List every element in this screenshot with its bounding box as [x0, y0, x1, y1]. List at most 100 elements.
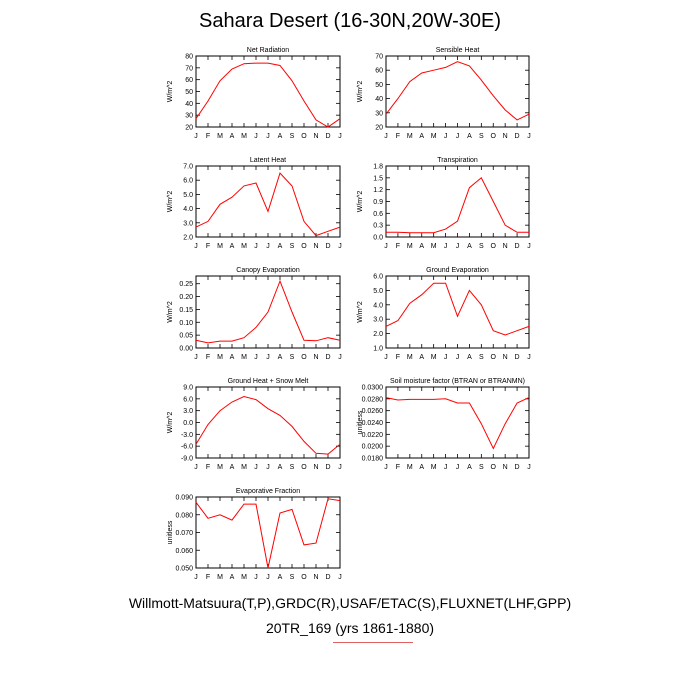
x-tick-label: J: [456, 243, 460, 250]
x-tick-label: J: [266, 354, 270, 361]
panel-title: Latent Heat: [250, 157, 286, 164]
x-tick-label: F: [206, 574, 210, 581]
x-tick-label: J: [456, 464, 460, 471]
x-tick-label: M: [217, 574, 223, 581]
x-tick-label: A: [419, 354, 424, 361]
y-tick-label: 6.0: [183, 178, 193, 185]
x-tick-label: D: [325, 133, 330, 140]
x-tick-label: M: [241, 464, 247, 471]
x-tick-label: J: [194, 464, 198, 471]
y-tick-label: 5.0: [373, 288, 383, 295]
x-tick-label: N: [313, 574, 318, 581]
x-tick-label: F: [396, 243, 400, 250]
x-tick-label: N: [503, 464, 508, 471]
y-tick-label: 0.10: [179, 320, 193, 327]
y-axis-label: W/m^2: [357, 81, 364, 103]
series-line: [385, 61, 530, 121]
x-tick-label: A: [278, 133, 283, 140]
x-tick-label: J: [384, 354, 388, 361]
x-tick-label: F: [206, 243, 210, 250]
x-tick-label: O: [491, 243, 497, 250]
x-tick-label: D: [515, 243, 520, 250]
y-tick-label: 20: [375, 125, 383, 132]
x-tick-label: S: [479, 464, 484, 471]
panel-title: Ground Evaporation: [426, 267, 489, 274]
x-tick-label: J: [444, 243, 448, 250]
y-tick-label: 0.15: [179, 307, 193, 314]
x-tick-label: M: [431, 133, 437, 140]
x-tick-label: J: [254, 354, 258, 361]
x-tick-label: A: [230, 133, 235, 140]
y-tick-label: 1.8: [373, 164, 383, 171]
series-line: [195, 395, 341, 455]
x-tick-label: J: [338, 354, 342, 361]
x-tick-label: O: [301, 354, 307, 361]
x-tick-label: O: [301, 133, 307, 140]
x-tick-label: M: [241, 133, 247, 140]
x-tick-label: J: [338, 574, 342, 581]
x-tick-label: S: [479, 243, 484, 250]
x-tick-label: J: [266, 133, 270, 140]
x-tick-label: M: [241, 243, 247, 250]
x-tick-label: J: [456, 133, 460, 140]
series-line: [195, 62, 341, 128]
x-tick-label: N: [313, 464, 318, 471]
y-tick-label: 2.0: [373, 331, 383, 338]
page-title: Sahara Desert (16-30N,20W-30E): [199, 10, 501, 32]
y-tick-label: 2.0: [183, 235, 193, 242]
y-axis-label: unitless: [167, 520, 174, 544]
y-tick-label: 0.0180: [362, 456, 384, 463]
x-tick-label: J: [384, 133, 388, 140]
x-tick-label: J: [266, 464, 270, 471]
y-tick-label: 1.5: [373, 175, 383, 182]
y-tick-label: 0.090: [175, 495, 193, 502]
panel-title: Net Radiation: [247, 47, 290, 54]
series-line: [385, 397, 530, 450]
x-tick-label: J: [527, 464, 531, 471]
y-tick-label: 0.0240: [362, 420, 384, 427]
plot-frame: [385, 55, 530, 128]
x-tick-label: J: [254, 574, 258, 581]
y-tick-label: 0.0280: [362, 396, 384, 403]
x-tick-label: J: [527, 243, 531, 250]
x-tick-label: D: [325, 354, 330, 361]
x-tick-label: N: [313, 354, 318, 361]
x-tick-label: J: [254, 133, 258, 140]
y-tick-label: 80: [185, 54, 193, 61]
y-tick-label: 0.3: [373, 223, 383, 230]
x-tick-label: J: [384, 464, 388, 471]
x-tick-label: J: [444, 354, 448, 361]
y-tick-label: 60: [375, 68, 383, 75]
x-tick-label: A: [230, 574, 235, 581]
x-tick-label: M: [217, 133, 223, 140]
plot-frame: [195, 165, 341, 238]
y-tick-label: 3.0: [183, 408, 193, 415]
y-tick-label: 5.0: [183, 192, 193, 199]
x-tick-label: J: [444, 133, 448, 140]
chart-panel-7: Ground Heat + Snow Melt W/m^2 -9.0 -6.0 -3.0…: [167, 378, 342, 471]
y-tick-label: 1.2: [373, 187, 383, 194]
y-tick-label: 0.20: [179, 294, 193, 301]
y-tick-label: 6.0: [183, 396, 193, 403]
x-tick-label: M: [407, 464, 413, 471]
chart-panel-4: Transpiration W/m^2 0.0 0.3 0.6 0.9 1.2 1.5 1.8 J…: [357, 157, 531, 250]
y-tick-label: -9.0: [181, 456, 193, 463]
x-tick-label: N: [503, 354, 508, 361]
x-tick-label: D: [515, 464, 520, 471]
y-axis-label: W/m^2: [167, 191, 174, 213]
y-tick-label: 7.0: [183, 164, 193, 171]
y-tick-label: -6.0: [181, 444, 193, 451]
panel-title: Evaporative Fraction: [236, 488, 300, 495]
y-tick-label: 0.00: [179, 346, 193, 353]
y-axis-label: W/m^2: [167, 81, 174, 103]
x-tick-label: O: [491, 464, 497, 471]
series-line: [195, 172, 341, 237]
panel-title: Sensible Heat: [436, 47, 480, 54]
x-tick-label: J: [456, 354, 460, 361]
plot-frame: [385, 275, 530, 349]
y-axis-label: unitless: [357, 410, 364, 434]
y-tick-label: 3.0: [183, 220, 193, 227]
